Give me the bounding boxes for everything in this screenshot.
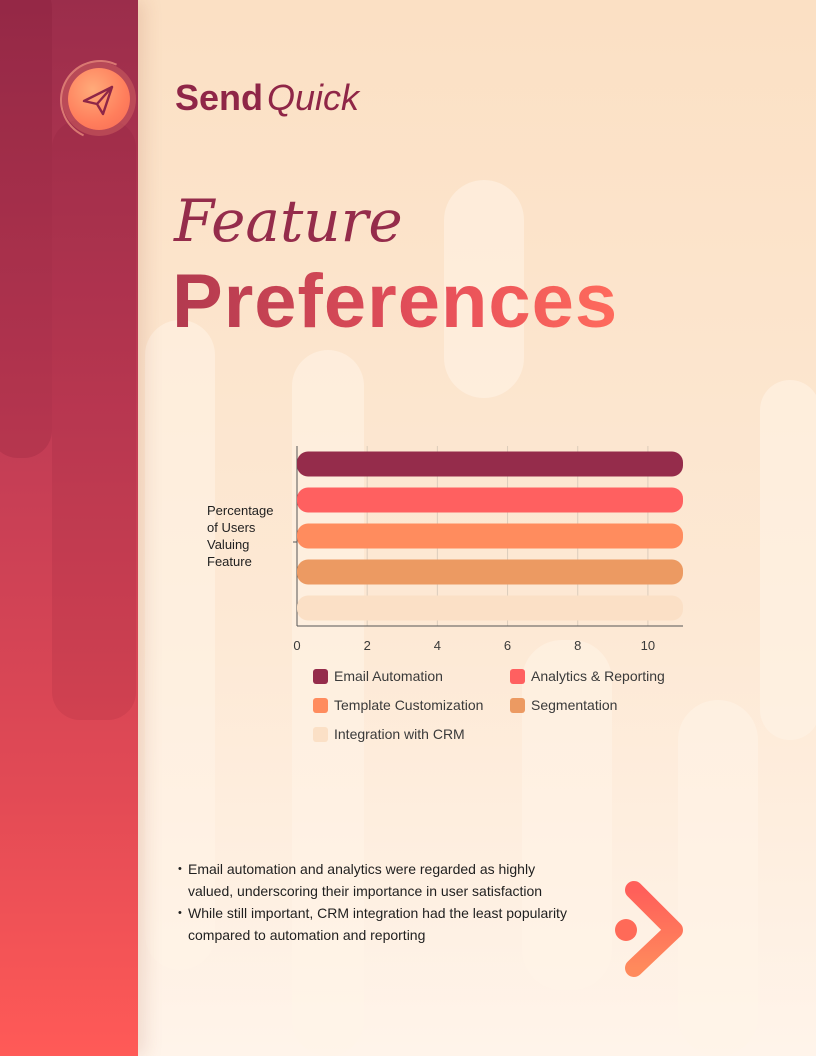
- brand-part-1: Send: [175, 77, 264, 118]
- sidebar-decoration: [0, 0, 52, 458]
- chart-tick-label: 2: [364, 638, 371, 653]
- notes-list: Email automation and analytics were rega…: [178, 858, 578, 946]
- chart-bar: [297, 451, 683, 477]
- chart-y-axis-label: Percentage of Users Valuing Feature: [207, 503, 274, 569]
- page-title-line-1: Feature: [174, 187, 403, 255]
- legend-item: Segmentation: [510, 697, 617, 713]
- legend-swatch: [510, 697, 525, 713]
- legend-label: Integration with CRM: [334, 726, 465, 742]
- background-decoration: [678, 700, 758, 1056]
- chart-tick-label: 4: [434, 638, 441, 653]
- note-item: Email automation and analytics were rega…: [178, 858, 578, 902]
- legend-swatch: [313, 726, 328, 742]
- sidebar-band: [0, 0, 138, 1056]
- legend-label: Template Customization: [334, 697, 484, 713]
- bar-chart: 0 2 4 6 8 10: [293, 446, 683, 653]
- arrow-logo-icon: [615, 881, 683, 977]
- legend-swatch: [313, 697, 328, 713]
- sidebar-decoration: [52, 120, 136, 720]
- chart-tick-label: 8: [574, 638, 581, 653]
- brand-wordmark: Send Quick: [175, 78, 359, 118]
- chart-tick-label: 0: [293, 638, 300, 653]
- legend-swatch: [313, 668, 328, 684]
- legend-item: Analytics & Reporting: [510, 668, 665, 684]
- page-title-line-2: Preferences: [172, 259, 619, 344]
- legend-label: Email Automation: [334, 668, 443, 684]
- legend-label: Analytics & Reporting: [531, 668, 665, 684]
- chart-tick-label: 10: [641, 638, 655, 653]
- logo-badge: [68, 68, 130, 130]
- legend-item: Template Customization: [313, 697, 483, 713]
- chart-bar: [297, 487, 683, 513]
- background-decoration: [444, 180, 524, 398]
- chart-tick-label: 6: [504, 638, 511, 653]
- legend-item: Integration with CRM: [313, 726, 465, 742]
- chart-bar: [297, 595, 683, 621]
- legend-swatch: [510, 668, 525, 684]
- chart-bar: [297, 523, 683, 549]
- chart-bar: [297, 559, 683, 585]
- paper-plane-icon: [82, 85, 114, 116]
- legend-item: Email Automation: [313, 668, 443, 684]
- legend-label: Segmentation: [531, 697, 618, 713]
- brand-part-2: Quick: [267, 77, 360, 118]
- note-item: While still important, CRM integration h…: [178, 902, 578, 946]
- background-decoration: [760, 380, 816, 740]
